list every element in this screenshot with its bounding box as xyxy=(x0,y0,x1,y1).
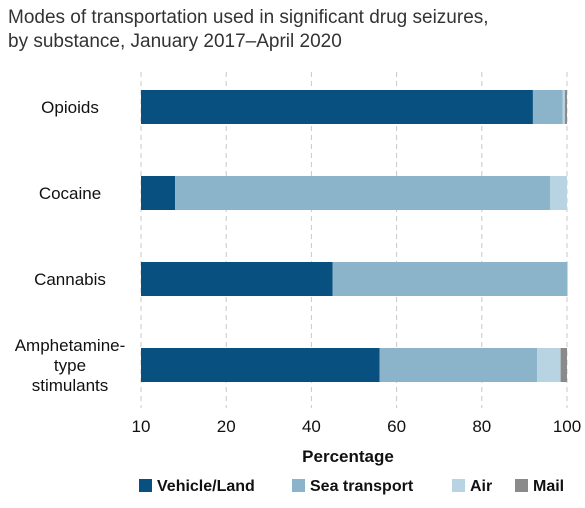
legend: Vehicle/Land Sea transport Air Mail xyxy=(139,478,564,495)
category-label: Cocaine xyxy=(39,184,101,203)
x-tick-label: 20 xyxy=(217,417,236,436)
chart-title-line-2: by substance, January 2017–April 2020 xyxy=(8,31,342,52)
legend-label: Air xyxy=(470,478,492,495)
bars xyxy=(141,90,568,382)
category-labels: Opioids Cocaine Cannabis Amphetamine-type st… xyxy=(15,98,126,395)
legend-swatch xyxy=(515,479,528,492)
bar-segment-air xyxy=(567,262,568,296)
x-axis-title: Percentage xyxy=(302,447,394,466)
x-tick-label: 10 xyxy=(132,417,151,436)
x-tick-label: 60 xyxy=(387,417,406,436)
bar-segment-vehicle-land xyxy=(141,90,533,124)
x-tick-labels: 10 20 40 60 80 100 xyxy=(132,417,582,436)
bar-segment-vehicle-land xyxy=(141,348,380,382)
bar-segment-mail xyxy=(560,348,567,382)
category-label: Amphetamine-type stimulants xyxy=(15,336,126,395)
legend-swatch xyxy=(292,479,305,492)
bar-segment-vehicle-land xyxy=(141,176,176,210)
chart-title-line-1: Modes of transportation used in signific… xyxy=(8,7,489,28)
legend-swatch xyxy=(139,479,152,492)
legend-label: Mail xyxy=(533,478,564,495)
bar-segment-sea-transport xyxy=(532,90,563,124)
bar-segment-vehicle-land xyxy=(141,262,333,296)
legend-label: Sea transport xyxy=(310,478,414,495)
bar-segment-air xyxy=(562,90,565,124)
category-label: Cannabis xyxy=(34,270,106,289)
bar-segment-sea-transport xyxy=(379,348,538,382)
x-tick-label: 40 xyxy=(302,417,321,436)
chart-title: Modes of transportation used in signific… xyxy=(8,6,583,54)
bar-segment-air xyxy=(537,348,561,382)
bar-segment-mail xyxy=(564,90,567,124)
bar-segment-sea-transport xyxy=(332,262,567,296)
legend-label: Vehicle/Land xyxy=(157,478,255,495)
bar-segment-air xyxy=(549,176,567,210)
legend-swatch xyxy=(452,479,465,492)
x-tick-label: 80 xyxy=(472,417,491,436)
x-tick-label: 100 xyxy=(553,417,581,436)
bar-segment-sea-transport xyxy=(175,176,550,210)
category-label: Opioids xyxy=(41,98,99,117)
